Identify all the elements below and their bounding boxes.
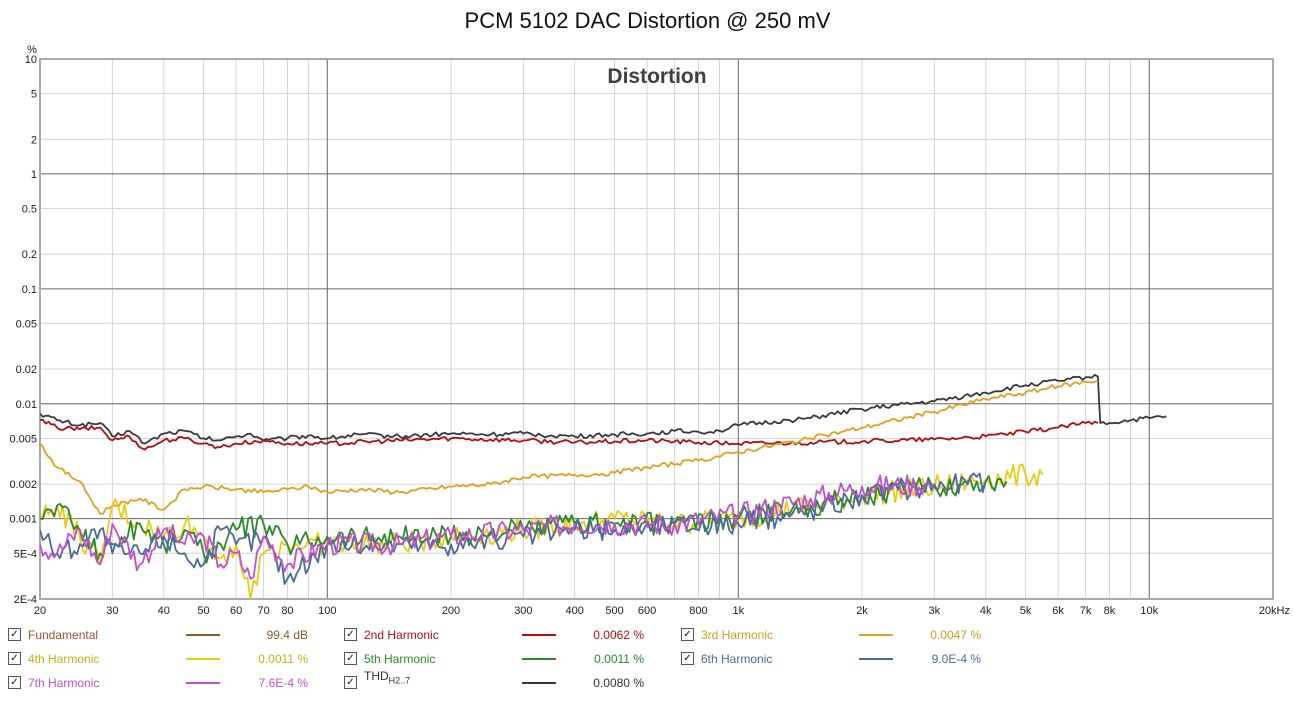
legend-item: ✓ 2nd Harmonic 0.0062 % — [344, 625, 664, 645]
legend-checkbox[interactable]: ✓ — [8, 652, 21, 665]
x-tick-label: 20 — [34, 605, 46, 617]
x-tick-label: 4k — [980, 605, 992, 617]
y-tick-labels: 10 5 2 1 0.5 0.2 0.1 0.05 0.02 0.01 0.005 0.002 0.00… — [9, 54, 37, 606]
series-line-7th-harmonic — [40, 474, 936, 580]
legend-value: 7.6E-4 % — [258, 676, 308, 690]
y-tick-label: 5 — [31, 89, 37, 101]
legend-color-swatch — [186, 658, 220, 660]
legend-value: 9.0E-4 % — [931, 652, 981, 666]
x-tick-label: 40 — [158, 605, 170, 617]
legend-checkbox[interactable]: ✓ — [681, 628, 694, 641]
x-tick-label: 1k — [732, 605, 744, 617]
x-tick-label: 600 — [638, 605, 656, 617]
legend-value: 0.0011 % — [258, 652, 308, 666]
y-tick-label: 2E-4 — [14, 594, 37, 606]
legend-checkbox[interactable]: ✓ — [681, 652, 694, 665]
legend-series-name: 3rd Harmonic — [701, 628, 774, 642]
y-tick-label: 10 — [25, 54, 37, 66]
y-tick-label: 0.5 — [22, 204, 37, 216]
legend-item: ✓ 7th Harmonic 7.6E-4 % — [8, 673, 328, 693]
y-tick-label: 5E-4 — [14, 548, 37, 560]
chart-title: PCM 5102 DAC Distortion @ 250 mV — [464, 8, 831, 33]
plot-frame — [39, 58, 1274, 600]
x-tick-label: 80 — [281, 605, 293, 617]
x-tick-label: 6k — [1052, 605, 1064, 617]
y-tick-label: 0.01 — [16, 399, 37, 411]
legend-value: 0.0080 % — [593, 676, 644, 690]
legend-color-swatch — [186, 634, 220, 636]
legend-color-swatch — [859, 634, 893, 636]
legend-color-swatch — [859, 658, 893, 660]
legend-item: ✓ 6th Harmonic 9.0E-4 % — [681, 649, 1001, 669]
y-tick-label: 0.02 — [16, 364, 37, 376]
x-tick-label: 5k — [1020, 605, 1032, 617]
legend-checkbox[interactable]: ✓ — [8, 676, 21, 689]
x-tick-label: 300 — [514, 605, 532, 617]
legend-series-name: 4th Harmonic — [28, 652, 100, 666]
y-axis-unit-label: % — [27, 44, 37, 56]
legend-checkbox[interactable]: ✓ — [8, 628, 21, 641]
x-tick-label: 100 — [318, 605, 336, 617]
legend-checkbox[interactable]: ✓ — [344, 652, 357, 665]
x-tick-label: 50 — [197, 605, 209, 617]
legend-checkbox[interactable]: ✓ — [344, 628, 357, 641]
x-tick-label: 10k — [1140, 605, 1158, 617]
legend-item: ✓ THDH2..7 0.0080 % — [344, 669, 664, 693]
legend-item: ✓ 3rd Harmonic 0.0047 % — [681, 625, 1001, 645]
x-tick-label: 2k — [856, 605, 868, 617]
legend-series-name: THDH2..7 — [364, 669, 411, 686]
x-tick-label: 3k — [929, 605, 941, 617]
legend-value: 0.0062 % — [593, 628, 644, 642]
y-tick-label: 2 — [31, 134, 37, 146]
y-tick-label: 0.005 — [9, 433, 37, 445]
legend-color-swatch — [522, 634, 556, 636]
legend-item: ✓ 5th Harmonic 0.0011 % — [344, 649, 664, 669]
legend-series-name: 7th Harmonic — [28, 676, 100, 690]
x-tick-label: 400 — [566, 605, 584, 617]
legend-series-name: 6th Harmonic — [701, 652, 773, 666]
plot-label: Distortion — [607, 65, 706, 88]
series-line-2nd-harmonic — [40, 418, 1099, 451]
y-tick-label: 0.05 — [16, 318, 37, 330]
x-tick-label: 70 — [257, 605, 269, 617]
y-tick-label: 1 — [31, 169, 37, 181]
x-tick-label: 30 — [106, 605, 118, 617]
legend-value: 99.4 dB — [266, 628, 308, 642]
legend-item: ✓ Fundamental 99.4 dB — [8, 625, 328, 645]
legend-series-name: 2nd Harmonic — [364, 628, 439, 642]
x-tick-label: 800 — [689, 605, 707, 617]
legend-series-subscript: H2..7 — [388, 675, 411, 686]
y-tick-label: 0.2 — [22, 249, 37, 261]
y-tick-label: 0.001 — [9, 514, 37, 526]
x-tick-label: 20kHz — [1259, 605, 1290, 617]
series-line-3rd-harmonic — [40, 380, 1099, 515]
y-tick-label: 0.002 — [9, 479, 37, 491]
x-tick-label: 8k — [1104, 605, 1116, 617]
series-line-thd — [40, 373, 1167, 445]
y-tick-label: 0.1 — [22, 284, 37, 296]
legend-value: 0.0047 % — [930, 628, 981, 642]
x-tick-label: 60 — [230, 605, 242, 617]
legend-value: 0.0011 % — [594, 652, 644, 666]
legend-series-name: Fundamental — [28, 628, 99, 642]
series-lines — [40, 373, 1167, 599]
x-tick-labels: 20 30 40 50 60 70 80 100 200 300 400 500 600 800 1k 2k 3… — [34, 605, 1290, 617]
plot-background — [40, 59, 1273, 599]
x-tick-label: 200 — [442, 605, 460, 617]
x-tick-label: 500 — [605, 605, 623, 617]
x-tick-label: 7k — [1080, 605, 1092, 617]
legend-item: ✓ 4th Harmonic 0.0011 % — [8, 649, 328, 669]
legend-color-swatch — [522, 658, 556, 660]
legend-series-name: 5th Harmonic — [364, 652, 436, 666]
legend-checkbox[interactable]: ✓ — [344, 676, 357, 689]
legend-color-swatch — [186, 682, 220, 684]
legend-color-swatch — [522, 682, 556, 684]
